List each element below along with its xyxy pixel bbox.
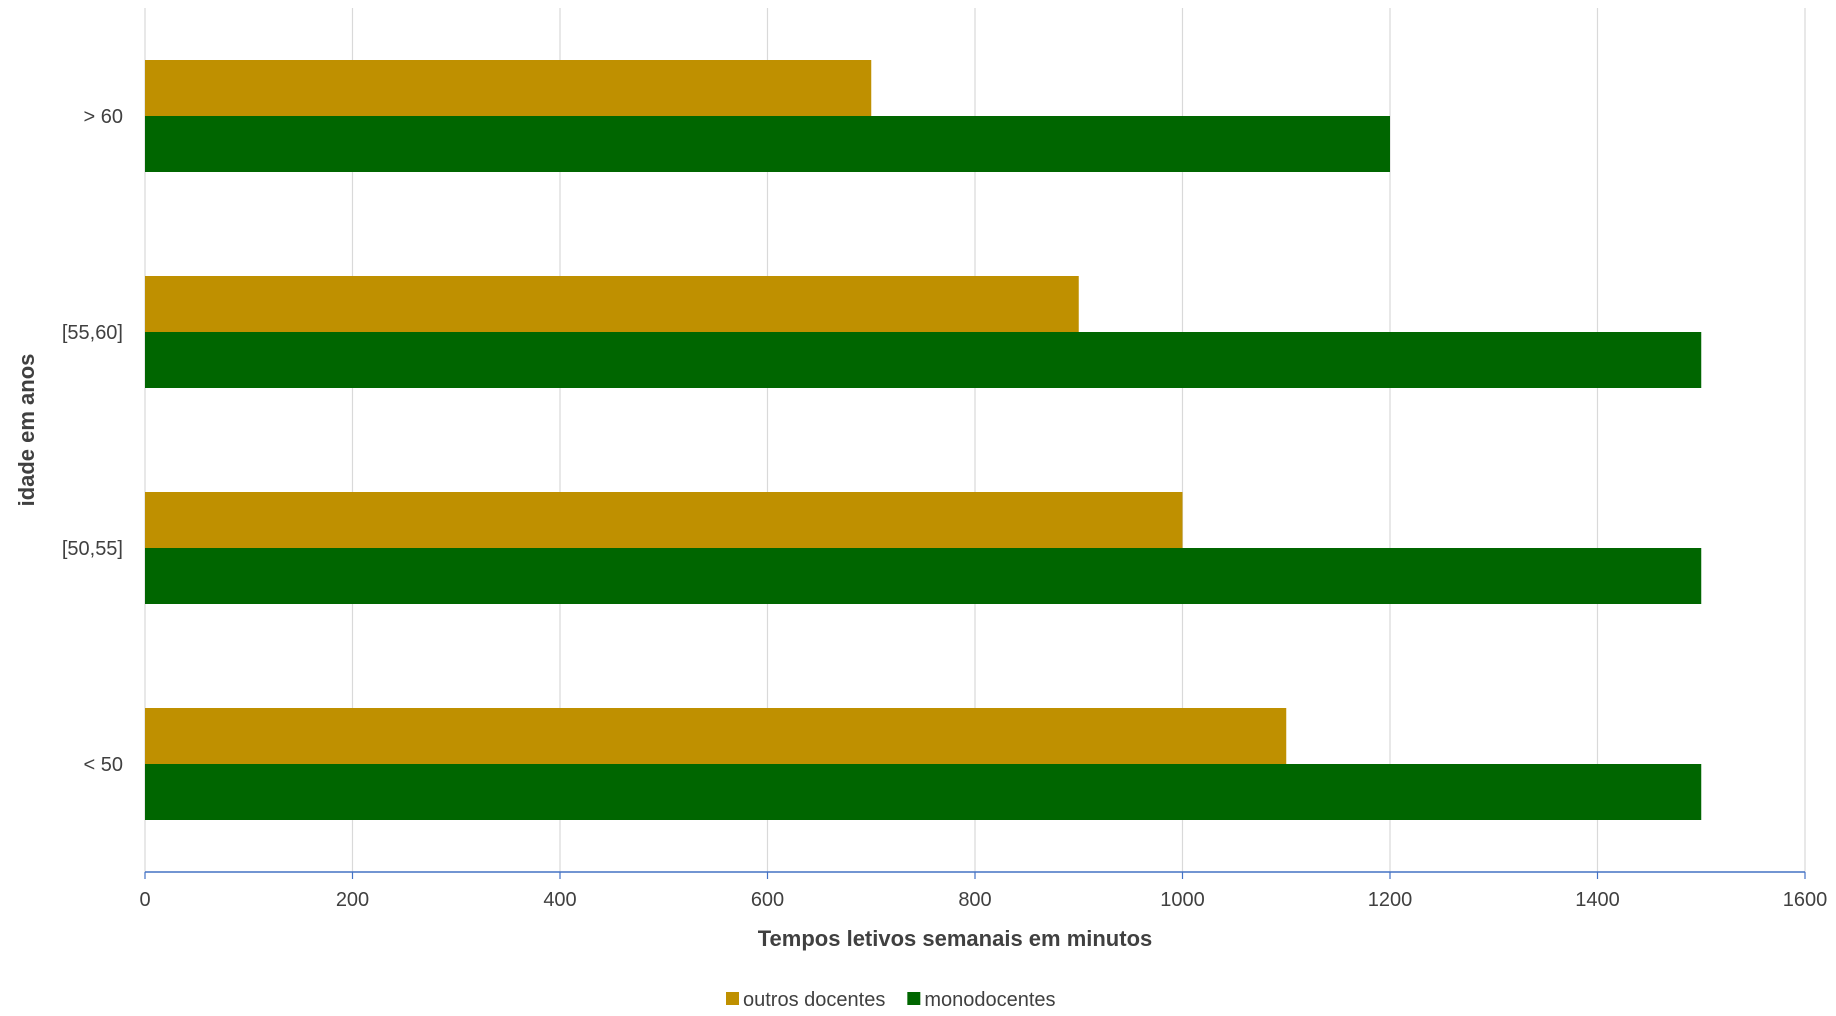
bar-monodocentes-1 [145,548,1702,604]
bar-outros-docentes-3 [145,60,872,116]
y-axis-category-labels: < 50 [50,55] [55,60] > 60 [62,106,123,776]
x-tick-label: 1200 [1368,889,1413,911]
y-category-label: [50,55] [62,538,123,560]
legend-swatch [907,992,921,1005]
x-tick-label: 1400 [1575,889,1620,911]
bar-outros-docentes-0 [145,708,1287,764]
y-axis-title: idade em anos [14,354,39,507]
legend-label: outros docentes [743,989,885,1011]
x-tick-label: 600 [751,889,784,911]
bar-outros-docentes-1 [145,492,1183,548]
y-category-label: > 60 [84,106,123,128]
x-tick-label: 0 [139,889,150,911]
x-tick-label: 200 [336,889,369,911]
bars [145,60,1702,820]
legend-swatch [726,992,739,1005]
legend: outros docentes monodocentes [726,989,1056,1011]
y-category-label: < 50 [84,754,123,776]
x-tick-label: 1000 [1160,889,1205,911]
x-tick-label: 800 [958,889,991,911]
x-axis-ticks: 0 200 400 600 800 1000 1200 1400 1600 [139,872,1827,911]
y-category-label: [55,60] [62,322,123,344]
bar-monodocentes-0 [145,764,1702,820]
x-tick-label: 400 [543,889,576,911]
x-tick-label: 1600 [1783,889,1828,911]
bar-monodocentes-3 [145,116,1390,172]
x-axis-title: Tempos letivos semanais em minutos [758,926,1153,951]
bar-monodocentes-2 [145,332,1702,388]
legend-label: monodocentes [924,989,1055,1011]
bar-outros-docentes-2 [145,276,1079,332]
